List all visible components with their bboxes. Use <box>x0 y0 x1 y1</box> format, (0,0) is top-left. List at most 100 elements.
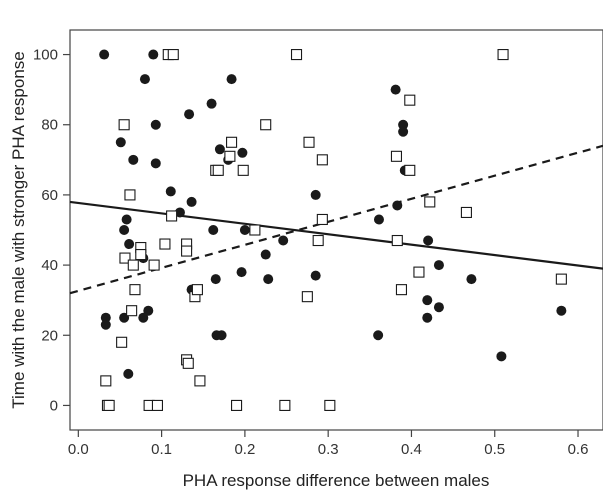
x-tick-label: 0.3 <box>318 441 339 458</box>
data-point-filled-circle <box>148 49 159 60</box>
x-tick-label: 0.1 <box>151 441 172 458</box>
data-point-filled-circle <box>150 119 161 130</box>
y-tick-label: 60 <box>41 187 58 204</box>
data-point-filled-circle <box>398 119 409 130</box>
data-point-filled-circle <box>433 302 444 313</box>
data-point-filled-circle <box>210 274 221 285</box>
data-point-open-square <box>126 305 138 317</box>
data-point-filled-circle <box>174 207 185 218</box>
data-point-filled-circle <box>466 274 477 285</box>
data-point-open-square <box>212 164 224 176</box>
data-point-filled-circle <box>237 147 248 158</box>
data-point-open-square <box>124 189 136 201</box>
data-point-filled-circle <box>310 189 321 200</box>
data-point-filled-circle <box>236 267 247 278</box>
data-point-filled-circle <box>206 98 217 109</box>
data-point-open-square <box>224 150 236 162</box>
data-point-filled-circle <box>398 126 409 137</box>
data-point-open-square <box>279 399 291 411</box>
data-point-open-square <box>116 336 128 348</box>
data-point-filled-circle <box>165 186 176 197</box>
trend-lines <box>69 144 603 295</box>
data-point-open-square <box>391 234 403 247</box>
data-point-filled-circle <box>121 214 132 225</box>
data-point-open-square <box>555 273 567 285</box>
data-point-filled-circle <box>100 319 111 330</box>
data-point-open-square <box>324 399 336 411</box>
data-point-filled-circle <box>124 239 135 250</box>
data-point-filled-circle <box>556 305 567 316</box>
y-axis: 0 20 40 60 80 100 <box>33 47 70 414</box>
data-point-open-square <box>260 119 272 131</box>
data-point-open-square <box>167 49 179 61</box>
data-point-open-square <box>404 164 416 176</box>
data-point-filled-circle <box>128 154 139 165</box>
data-point-open-square <box>249 224 261 236</box>
plot-frame <box>69 29 603 431</box>
data-point-filled-circle <box>433 260 444 271</box>
data-point-filled-circle <box>139 74 150 85</box>
x-axis-label: PHA response difference between males <box>183 471 490 490</box>
x-tick-label: 0.2 <box>234 441 255 458</box>
x-tick-label: 0.6 <box>568 441 589 458</box>
data-point-filled-circle <box>138 312 149 323</box>
x-axis: 0.0 0.1 0.2 0.3 0.4 0.5 0.6 <box>68 430 589 458</box>
data-point-open-square <box>460 206 472 219</box>
data-point-open-square <box>103 399 115 411</box>
data-point-open-square <box>119 252 131 264</box>
x-tick-label: 0.4 <box>401 441 422 458</box>
y-tick-label: 80 <box>41 117 58 134</box>
data-point-filled-circle <box>150 158 161 169</box>
data-point-filled-circle <box>422 312 433 323</box>
data-point-filled-circle <box>99 49 110 60</box>
y-axis-label: Time with the male with stronger PHA res… <box>9 51 28 408</box>
data-points <box>99 49 567 411</box>
data-point-filled-circle <box>373 330 384 341</box>
data-point-filled-circle <box>184 109 195 120</box>
data-point-filled-circle <box>496 351 507 362</box>
data-point-open-square <box>301 291 313 303</box>
data-point-open-square <box>135 249 147 261</box>
data-point-filled-circle <box>216 330 227 341</box>
data-point-filled-circle <box>115 137 126 148</box>
data-point-filled-circle <box>100 312 111 323</box>
data-point-open-square <box>237 164 249 176</box>
data-point-filled-circle <box>119 225 130 235</box>
data-point-filled-circle <box>422 295 433 306</box>
data-point-filled-circle <box>423 235 434 246</box>
plot-area <box>69 29 603 431</box>
data-point-filled-circle <box>263 274 274 285</box>
data-point-open-square <box>166 210 178 222</box>
data-point-open-square <box>413 266 425 278</box>
data-point-open-square <box>497 49 509 61</box>
data-point-open-square <box>404 94 416 106</box>
data-point-filled-circle <box>208 225 219 235</box>
data-point-open-square <box>118 119 130 131</box>
y-tick-label: 0 <box>50 397 58 414</box>
data-point-open-square <box>231 399 243 411</box>
data-point-filled-circle <box>226 74 237 85</box>
data-point-filled-circle <box>278 235 289 246</box>
data-point-open-square <box>182 357 194 369</box>
data-point-filled-circle <box>143 305 154 316</box>
data-point-open-square <box>191 284 203 296</box>
x-tick-label: 0.5 <box>484 441 505 458</box>
data-point-filled-circle <box>214 144 225 155</box>
data-point-open-square <box>194 375 206 387</box>
data-point-filled-circle <box>239 225 250 235</box>
data-point-open-square <box>181 245 193 257</box>
data-point-open-square <box>129 284 141 296</box>
x-tick-label: 0.0 <box>68 441 89 458</box>
y-tick-label: 100 <box>33 47 58 64</box>
data-point-open-square <box>159 238 171 250</box>
data-point-filled-circle <box>186 196 197 207</box>
data-point-open-square <box>226 136 238 148</box>
data-point-open-square <box>148 259 160 271</box>
data-point-open-square <box>424 196 436 208</box>
data-point-open-square <box>312 234 324 247</box>
data-point-filled-circle <box>390 84 401 95</box>
data-point-open-square <box>303 136 315 148</box>
data-point-open-square <box>395 284 408 296</box>
data-point-filled-circle <box>392 200 403 211</box>
data-point-filled-circle <box>373 214 384 225</box>
